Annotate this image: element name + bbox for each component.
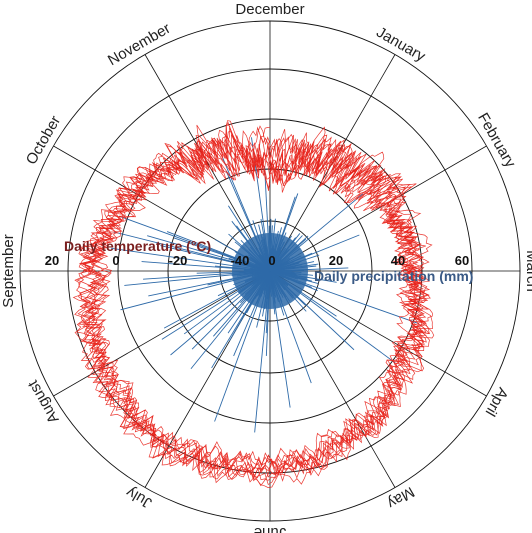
month-label-march: March (523, 250, 532, 292)
month-label-june: June (254, 524, 287, 533)
month-spoke-february (269, 145, 487, 272)
month-spoke-may (269, 270, 396, 488)
temp-tick-label: 20 (45, 253, 59, 268)
precip-tick-label: 40 (391, 253, 405, 268)
temp-tick-label: 0 (112, 253, 119, 268)
month-spoke-november (144, 54, 271, 272)
month-label-october: October (23, 113, 64, 168)
month-label-december: December (235, 1, 304, 18)
month-label-july: July (123, 483, 155, 511)
temp-tick-label: -40 (231, 253, 250, 268)
temp-tick-label: -20 (169, 253, 188, 268)
month-label-september: September (0, 234, 17, 307)
temperature-axis-title: Daily temperature (°C) (64, 238, 211, 254)
temperature-trace (74, 135, 433, 487)
month-label-january: January (373, 24, 428, 66)
precip-tick-label: 60 (455, 253, 469, 268)
temperature-trace (80, 135, 431, 474)
month-label-may: May (384, 483, 417, 512)
month-label-april: April (482, 385, 512, 419)
month-spoke-april (269, 270, 487, 397)
temperature-trace (79, 126, 425, 480)
month-label-february: February (474, 110, 519, 171)
precipitation-series (111, 137, 420, 433)
temperature-trace (74, 124, 427, 481)
temperature-series (72, 120, 435, 488)
precip-core (232, 233, 308, 309)
precip-tick-label: 20 (329, 253, 343, 268)
precipitation-axis-title: Daily precipitation (mm) (314, 268, 473, 284)
precip-tick-label: 0 (268, 253, 275, 268)
